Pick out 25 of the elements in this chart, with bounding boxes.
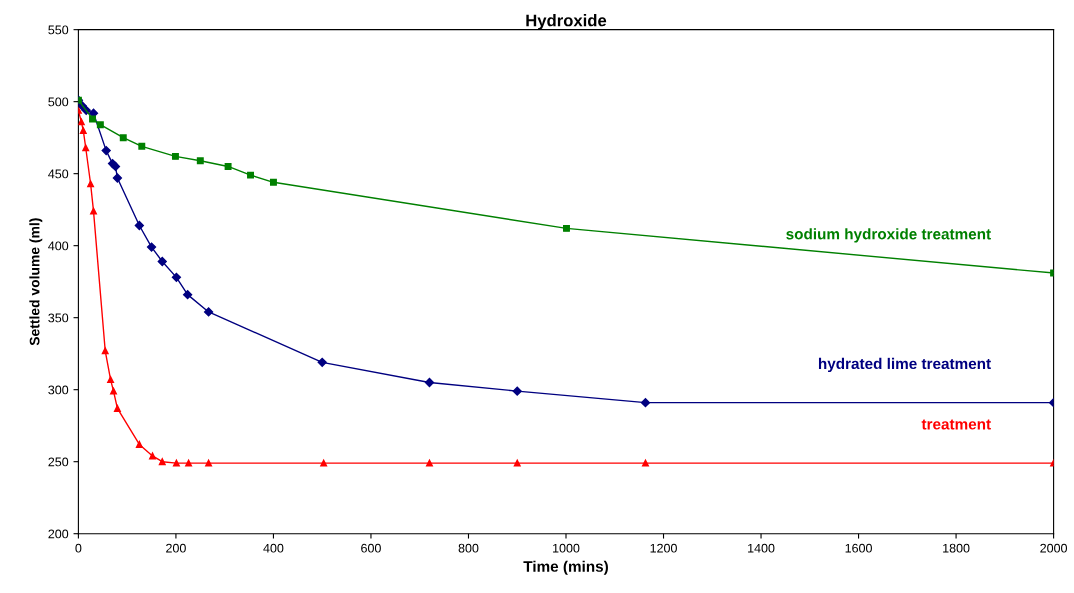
y-tick-label: 550 [48, 25, 69, 35]
chart-title: Hydroxide [526, 14, 607, 30]
x-tick-label: 0 [75, 543, 82, 553]
x-tick-label: 600 [361, 543, 381, 553]
text: hydrated lime treatment [818, 357, 991, 373]
y-tick-label: 350 [48, 313, 69, 323]
x-axis-title: Time (mins) [523, 560, 608, 575]
x-tick-label: 400 [263, 543, 284, 553]
x-tick-label: 1200 [650, 543, 677, 553]
y-tick-label: 250 [48, 457, 69, 467]
y-tick-label: 400 [48, 241, 69, 251]
x-tick-label: 1000 [553, 543, 580, 553]
y-tick-label: 500 [48, 97, 69, 107]
y-tick-label: 450 [48, 169, 69, 179]
x-tick-label: 800 [458, 543, 479, 553]
y-tick-label: 200 [48, 529, 69, 539]
y-axis-title: Settled volume (ml) [29, 218, 43, 346]
x-tick-label: 1800 [943, 543, 970, 553]
x-tick-label: 200 [166, 543, 186, 553]
x-tick-label: 1600 [845, 543, 872, 553]
y-tick-label: 300 [48, 385, 69, 395]
x-tick-label: 2000 [1040, 543, 1068, 553]
text: treatment [921, 419, 991, 430]
x-tick-label: 1400 [748, 543, 775, 553]
series-label: sodium hydroxide treatment [786, 228, 991, 243]
